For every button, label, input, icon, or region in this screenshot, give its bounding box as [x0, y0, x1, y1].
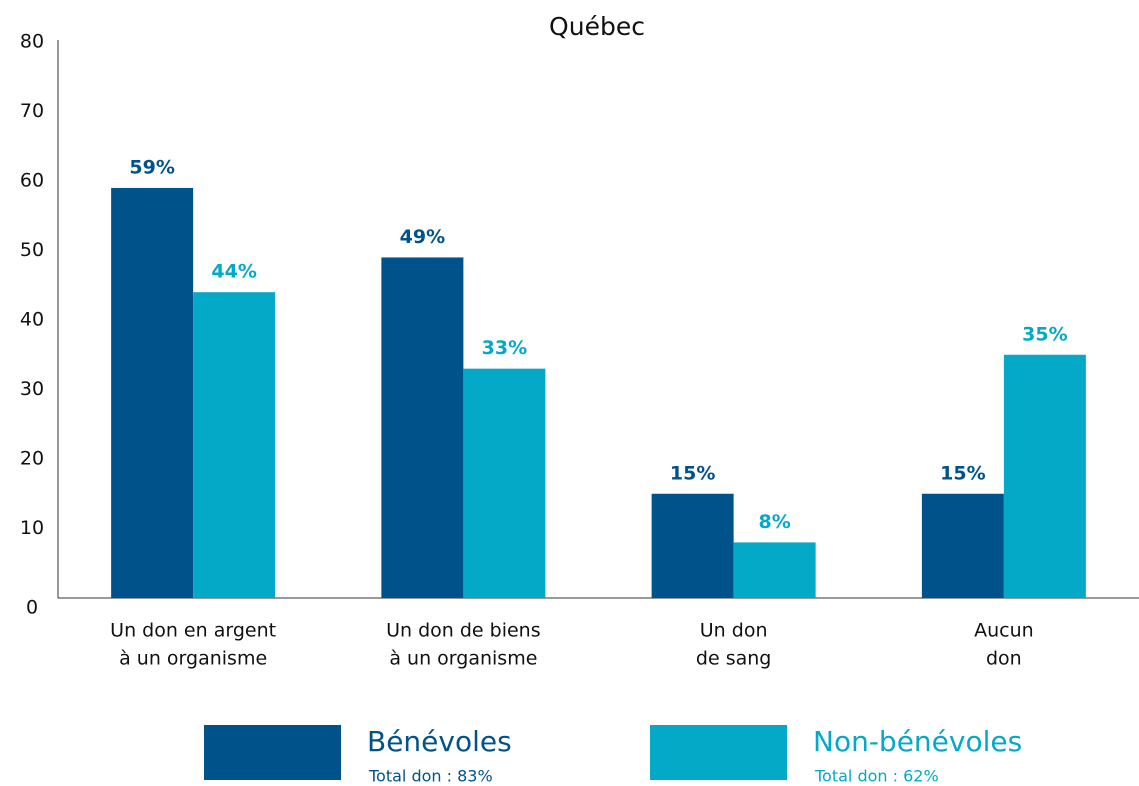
y-tick-label: 20 — [20, 448, 44, 470]
y-tick-label: 40 — [20, 309, 44, 331]
data-label: 44% — [211, 261, 256, 283]
x-tick-label: Aucun — [974, 620, 1034, 642]
data-label: 33% — [482, 337, 527, 359]
data-label: 49% — [400, 226, 445, 248]
x-tick-label: Un don — [700, 620, 768, 642]
bar — [1003, 354, 1086, 598]
data-label: 59% — [129, 156, 174, 178]
bar — [651, 493, 734, 598]
y-tick-label: 0 — [26, 597, 38, 619]
x-tick-label: à un organisme — [389, 648, 537, 670]
y-tick-label: 70 — [20, 100, 44, 122]
bar — [381, 257, 464, 598]
data-label: 15% — [670, 462, 715, 484]
bar — [193, 292, 276, 598]
bar — [921, 493, 1004, 598]
legend-swatch — [650, 725, 787, 780]
x-tick-label: Un don en argent — [110, 620, 276, 642]
x-tick-label: de sang — [696, 648, 771, 670]
y-tick-label: 80 — [20, 31, 44, 53]
legend-note: Total don : 62% — [814, 767, 939, 786]
x-tick-label: Un don de biens — [386, 620, 541, 642]
data-label: 35% — [1022, 323, 1067, 345]
data-label: 8% — [758, 511, 790, 533]
x-tick-label: à un organisme — [119, 648, 267, 670]
legend-label: Non-bénévoles — [813, 725, 1022, 758]
legend-note: Total don : 83% — [368, 767, 493, 786]
legend-label: Bénévoles — [367, 725, 512, 758]
y-tick-label: 60 — [20, 170, 44, 192]
y-tick-label: 50 — [20, 239, 44, 261]
bar — [463, 368, 546, 598]
data-label: 15% — [940, 462, 985, 484]
chart-title: Québec — [549, 12, 645, 41]
bar — [111, 187, 194, 598]
legend-swatch — [204, 725, 341, 780]
bar — [733, 542, 816, 598]
y-tick-label: 10 — [20, 517, 44, 539]
y-tick-label: 30 — [20, 378, 44, 400]
x-tick-label: don — [986, 648, 1022, 670]
